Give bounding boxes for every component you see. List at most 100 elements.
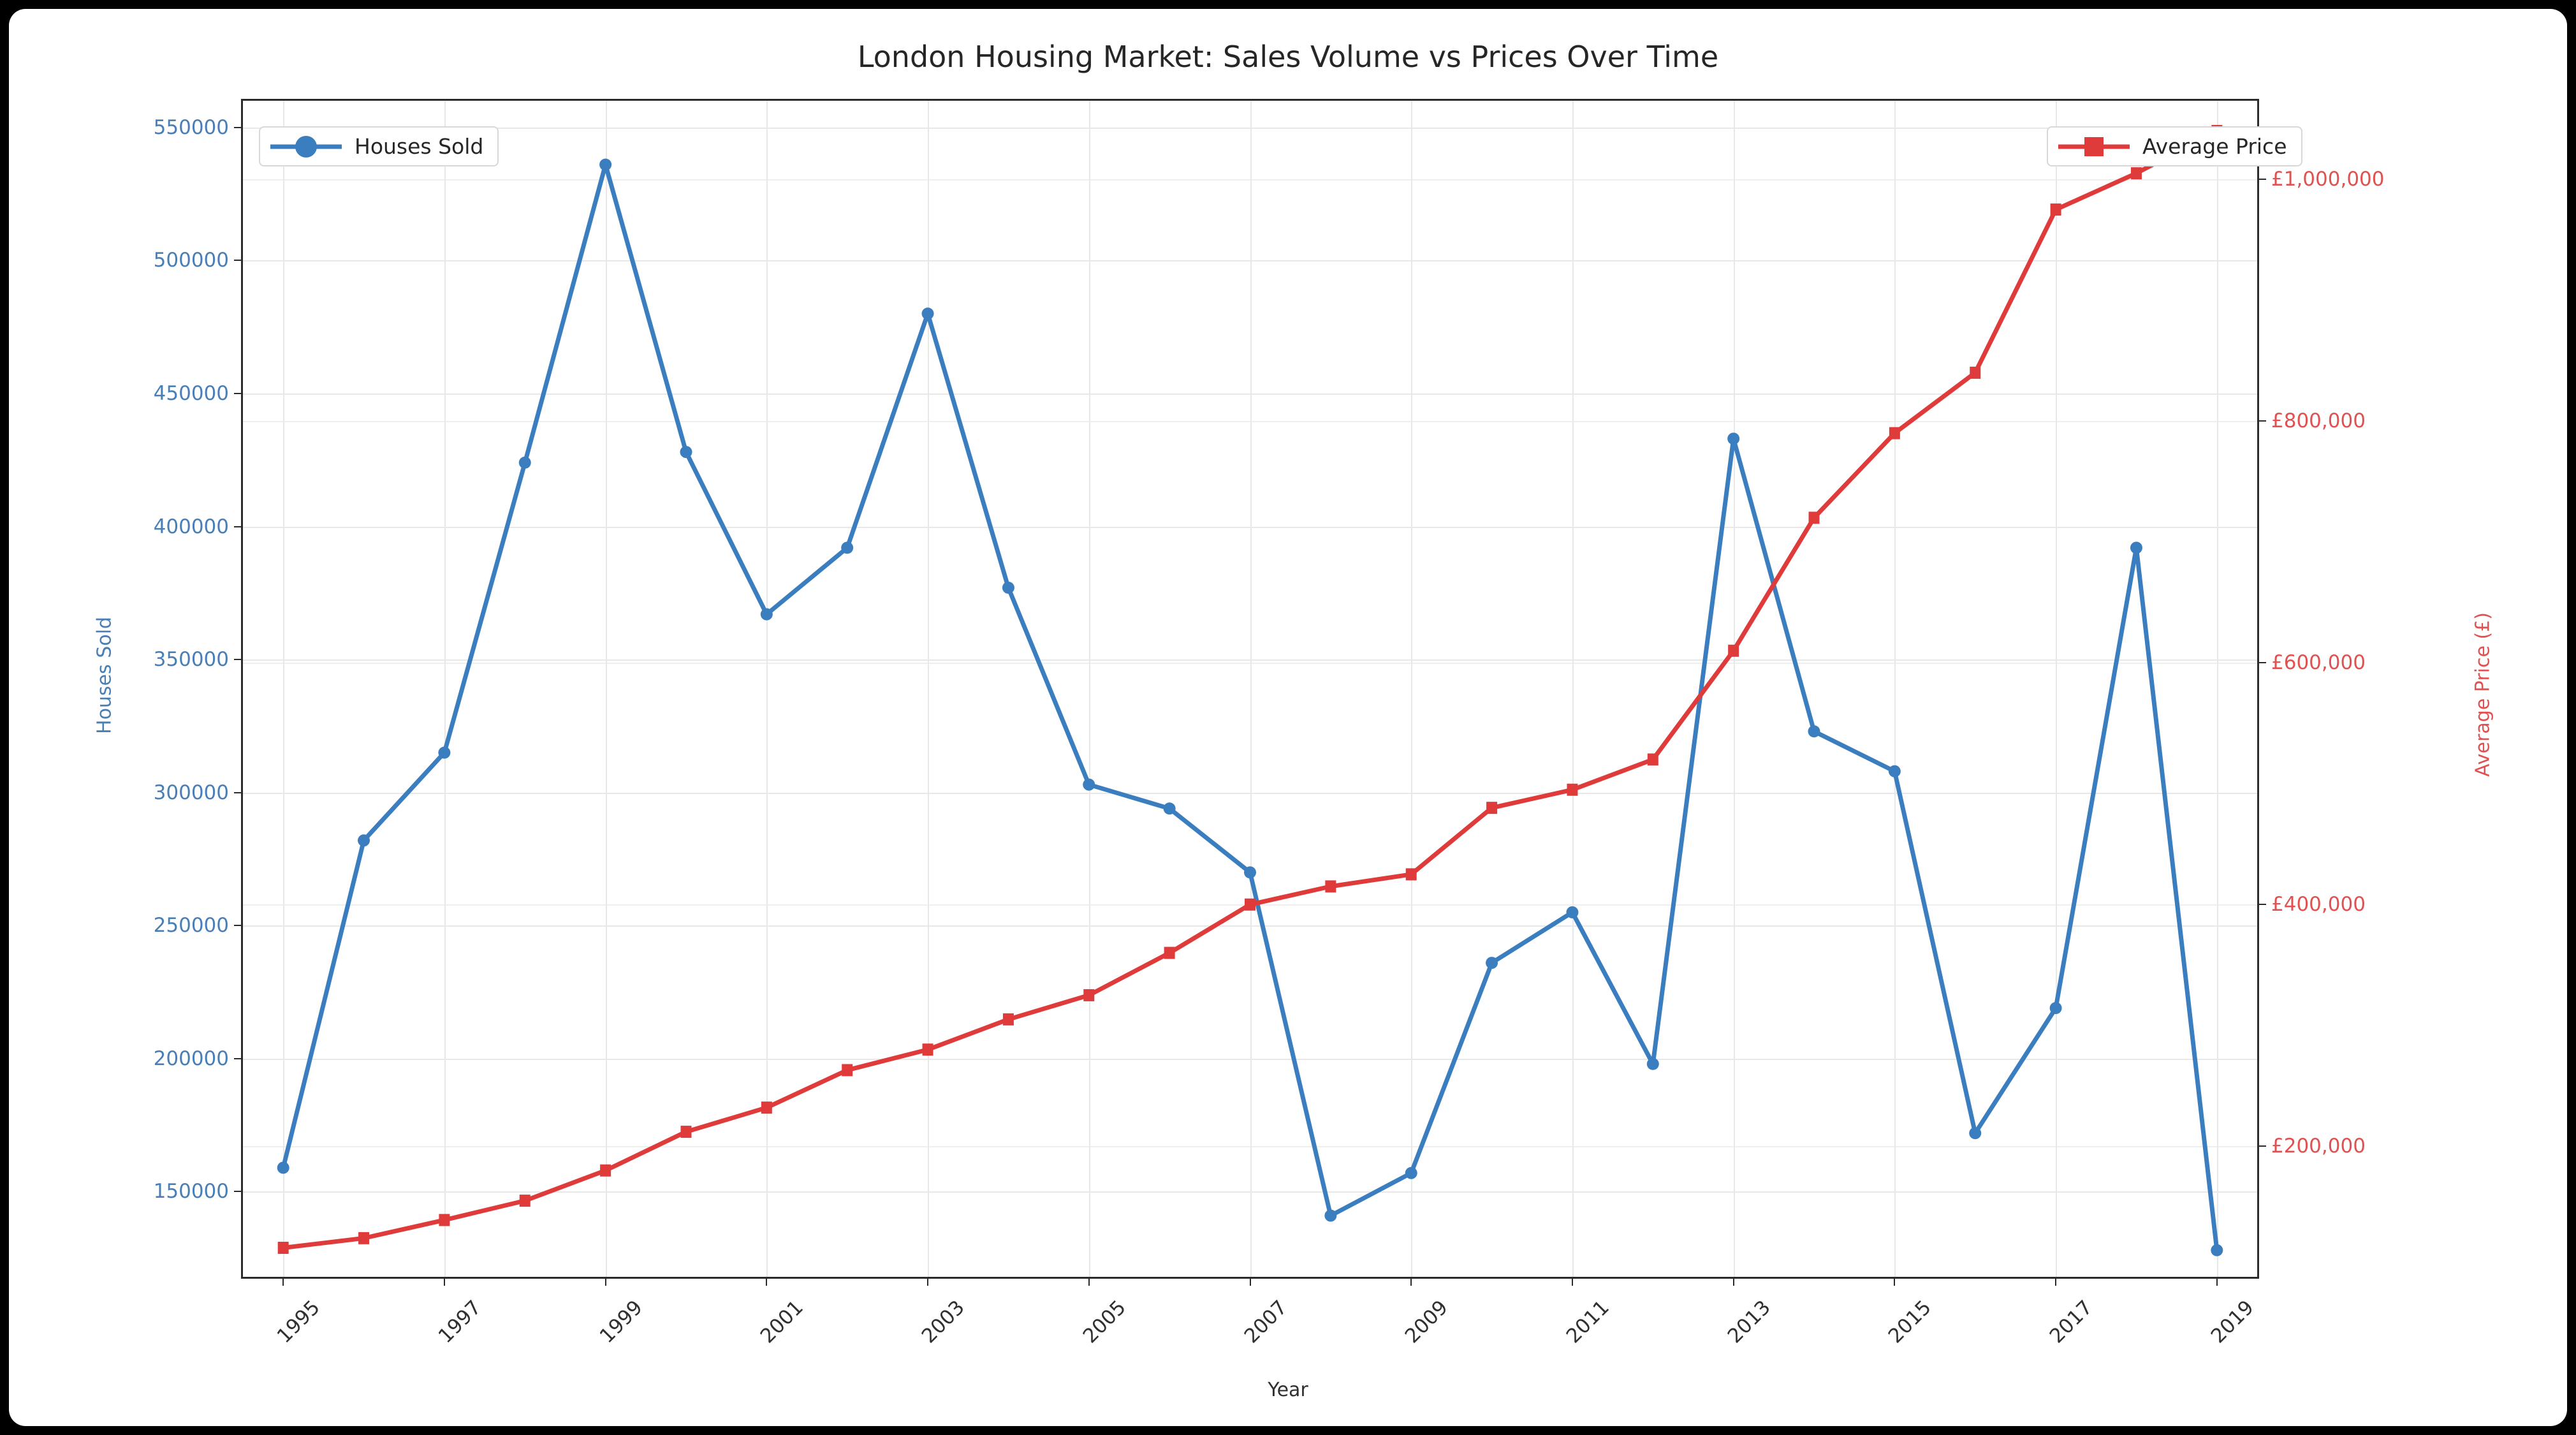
data-point[interactable] [1727, 432, 1740, 445]
data-point[interactable] [277, 1161, 289, 1174]
gridline-vertical [2056, 101, 2058, 1277]
data-point[interactable] [599, 158, 612, 171]
data-point[interactable] [1083, 989, 1095, 1001]
right-tick-label: £400,000 [2271, 893, 2366, 916]
left-tick-label: 300000 [153, 781, 229, 804]
data-point[interactable] [1808, 725, 1820, 738]
data-point[interactable] [1969, 1127, 1982, 1140]
right-tick-mark [2257, 1145, 2266, 1147]
x-tick-label: 2019 [2206, 1296, 2258, 1348]
gridline-vertical [2216, 101, 2218, 1277]
x-tick-mark [1571, 1277, 1573, 1286]
left-tick-label: 200000 [153, 1047, 229, 1070]
data-point[interactable] [1083, 778, 1095, 791]
data-point[interactable] [600, 1164, 611, 1177]
left-tick-mark [234, 659, 243, 661]
x-tick-label: 1999 [595, 1296, 647, 1348]
gridline-vertical [1250, 101, 1252, 1277]
right-tick-label: £600,000 [2271, 651, 2366, 675]
right-tick-label: £200,000 [2271, 1135, 2366, 1158]
data-point[interactable] [1486, 957, 1498, 969]
data-point[interactable] [1002, 1013, 1014, 1026]
gridline-vertical [766, 101, 768, 1277]
data-point[interactable] [1405, 1166, 1417, 1179]
data-point[interactable] [2211, 1244, 2223, 1256]
left-tick-label: 550000 [153, 115, 229, 139]
data-point[interactable] [1486, 802, 1498, 814]
data-point[interactable] [680, 1126, 692, 1138]
right-tick-mark [2257, 420, 2266, 422]
data-point[interactable] [1889, 427, 1900, 439]
data-point[interactable] [1245, 898, 1255, 911]
x-tick-label: 1995 [272, 1296, 325, 1348]
left-tick-mark [234, 392, 243, 394]
data-point[interactable] [1808, 511, 1820, 524]
data-point[interactable] [277, 1242, 289, 1255]
series-line-average-price [283, 131, 2217, 1247]
x-tick-mark [282, 1277, 284, 1286]
legend-houses-sold[interactable]: Houses Sold [259, 126, 499, 166]
left-tick-label: 150000 [153, 1180, 229, 1203]
data-point[interactable] [518, 456, 531, 469]
average-price-marker-icon [2058, 136, 2130, 156]
x-tick-label: 2001 [756, 1296, 809, 1348]
data-point[interactable] [2050, 203, 2061, 216]
data-point[interactable] [761, 1101, 772, 1114]
data-point[interactable] [1970, 366, 1981, 379]
data-point[interactable] [842, 1064, 853, 1077]
gridline-vertical [283, 101, 285, 1277]
legend-label-houses-sold: Houses Sold [355, 134, 484, 159]
data-point[interactable] [1647, 753, 1658, 766]
left-tick-label: 450000 [153, 381, 229, 405]
data-point[interactable] [1002, 581, 1014, 594]
data-point[interactable] [2130, 167, 2142, 180]
page-title: London Housing Market: Sales Volume vs P… [857, 40, 1719, 74]
data-point[interactable] [760, 608, 773, 621]
data-point[interactable] [519, 1195, 531, 1207]
data-point[interactable] [1728, 644, 1739, 657]
data-point[interactable] [439, 1214, 450, 1226]
data-point[interactable] [841, 541, 854, 554]
data-point[interactable] [1567, 783, 1578, 796]
data-point[interactable] [680, 446, 692, 459]
left-tick-label: 500000 [153, 249, 229, 272]
data-point[interactable] [1405, 868, 1417, 881]
data-point[interactable] [921, 307, 934, 320]
data-point[interactable] [1244, 866, 1256, 879]
right-tick-mark [2257, 179, 2266, 180]
left-tick-label: 350000 [153, 648, 229, 672]
data-point[interactable] [438, 746, 451, 759]
data-point[interactable] [1646, 1057, 1659, 1070]
data-point[interactable] [1566, 906, 1579, 918]
legend-label-average-price: Average Price [2142, 134, 2287, 159]
data-point[interactable] [358, 834, 370, 847]
x-tick-mark [1088, 1277, 1090, 1286]
x-tick-label: 2015 [1884, 1296, 1936, 1348]
chart-figure: London Housing Market: Sales Volume vs P… [9, 9, 2567, 1426]
data-point[interactable] [2049, 1002, 2062, 1015]
x-tick-mark [1410, 1277, 1412, 1286]
gridline-vertical [444, 101, 446, 1277]
legend-average-price[interactable]: Average Price [2047, 126, 2302, 166]
x-tick-mark [1894, 1277, 1896, 1286]
data-point[interactable] [358, 1232, 370, 1244]
data-point[interactable] [1163, 802, 1176, 815]
data-point[interactable] [1324, 1209, 1337, 1222]
right-tick-mark [2257, 662, 2266, 664]
x-tick-label: 2009 [1400, 1296, 1453, 1348]
data-point[interactable] [922, 1043, 933, 1056]
x-tick-mark [2216, 1277, 2218, 1286]
right-tick-mark [2257, 904, 2266, 906]
data-point[interactable] [2130, 541, 2142, 554]
data-point[interactable] [1888, 765, 1901, 777]
x-tick-mark [1249, 1277, 1251, 1286]
right-tick-label: £800,000 [2271, 409, 2366, 433]
left-tick-mark [234, 260, 243, 261]
series-layer [277, 124, 2223, 1256]
data-point[interactable] [1325, 880, 1336, 893]
gridline-vertical [928, 101, 930, 1277]
data-point[interactable] [1164, 946, 1175, 959]
left-tick-mark [234, 126, 243, 128]
left-tick-mark [234, 925, 243, 927]
gridline-vertical [605, 101, 607, 1277]
